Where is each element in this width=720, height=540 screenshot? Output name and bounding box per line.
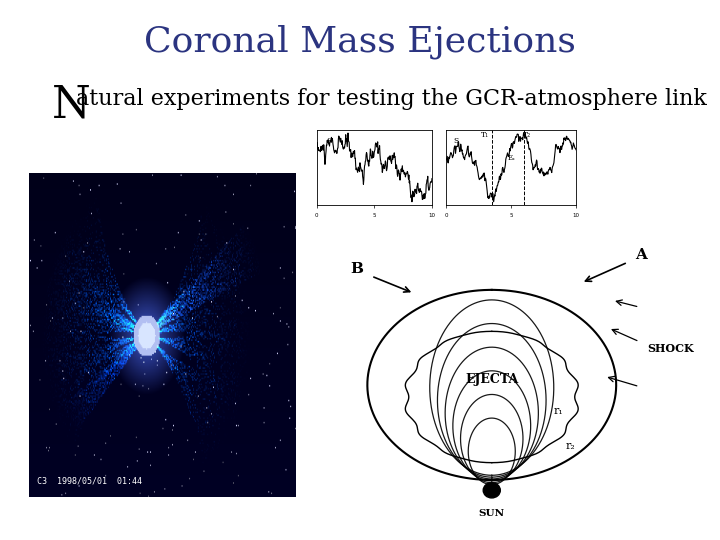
Text: r₂: r₂ xyxy=(566,441,575,451)
Text: C3  1998/05/01  01:44: C3 1998/05/01 01:44 xyxy=(37,477,142,486)
Text: SHOCK: SHOCK xyxy=(647,343,694,354)
Text: Eₓ: Eₓ xyxy=(508,154,516,162)
Text: Coronal Mass Ejections: Coronal Mass Ejections xyxy=(144,24,576,59)
Text: A: A xyxy=(636,248,647,262)
Text: S: S xyxy=(326,137,332,145)
Text: atural experiments for testing the GCR-atmosphere link: atural experiments for testing the GCR-a… xyxy=(76,88,706,110)
Text: r₁: r₁ xyxy=(554,406,564,416)
Text: EJECTA: EJECTA xyxy=(465,373,518,386)
Text: S: S xyxy=(453,137,458,145)
Text: N: N xyxy=(52,84,91,127)
Circle shape xyxy=(483,483,500,498)
Text: B: B xyxy=(351,261,364,275)
Text: T₂: T₂ xyxy=(523,131,531,139)
Text: SUN: SUN xyxy=(479,509,505,518)
Text: T₁: T₁ xyxy=(481,131,490,139)
